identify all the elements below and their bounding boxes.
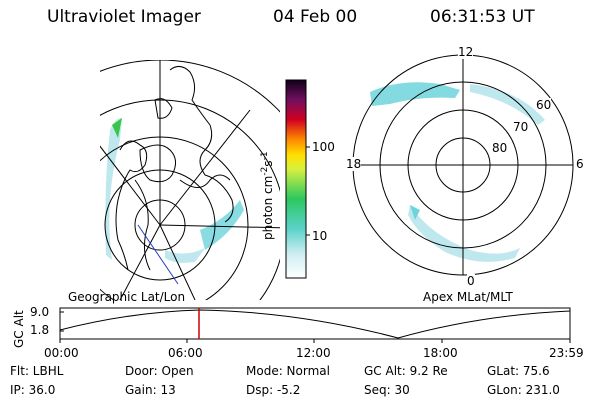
glat-info: GLat: 75.6	[487, 364, 550, 378]
mlt-12-label: 12	[458, 45, 474, 59]
aurora-region	[408, 205, 520, 262]
time-tick-0600: 06:00	[168, 346, 203, 360]
colorbar-tick-10: 10	[312, 229, 328, 243]
door-info: Door: Open	[125, 364, 194, 378]
aurora-region	[470, 84, 545, 125]
colorbar-tick-100: 100	[312, 140, 335, 154]
altitude-ytick-9: 9.0	[30, 305, 50, 319]
mlt-6-label: 6	[576, 157, 584, 171]
polar-panel-label: Apex MLat/MLT	[423, 290, 513, 304]
ip-info: IP: 36.0	[10, 383, 56, 397]
filter-info: Flt: LBHL	[10, 364, 64, 378]
mlat-80-label: 80	[492, 141, 508, 155]
date-label: 04 Feb 00	[273, 7, 358, 27]
mode-info: Mode: Normal	[246, 364, 330, 378]
altitude-ytick-1-8: 1.8	[30, 323, 50, 337]
time-label: 06:31:53 UT	[430, 7, 535, 27]
time-tick-1800: 18:00	[423, 346, 458, 360]
time-tick-1200: 12:00	[296, 346, 331, 360]
gain-info: Gain: 13	[125, 383, 176, 397]
aurora-region	[112, 118, 122, 138]
gc-alt-info: GC Alt: 9.2 Re	[364, 364, 448, 378]
aurora-region	[410, 205, 420, 220]
seq-info: Seq: 30	[364, 383, 410, 397]
mlt-18-label: 18	[346, 157, 362, 171]
mlat-60-label: 60	[536, 98, 552, 112]
mlt-0-label: 0	[467, 274, 475, 288]
time-tick-2359: 23:59	[549, 346, 584, 360]
aurora-region	[370, 82, 460, 106]
aurora-region	[165, 248, 205, 263]
instrument-title: Ultraviolet Imager	[47, 7, 201, 27]
glon-info: GLon: 231.0	[487, 383, 560, 397]
geo-panel-label: Geographic Lat/Lon	[68, 290, 186, 304]
dsp-info: Dsp: -5.2	[246, 383, 301, 397]
altitude-ylabel: GC Alt	[12, 310, 26, 348]
time-tick-0000: 00:00	[44, 346, 79, 360]
aurora-region	[200, 200, 244, 250]
mlat-70-label: 70	[513, 120, 529, 134]
